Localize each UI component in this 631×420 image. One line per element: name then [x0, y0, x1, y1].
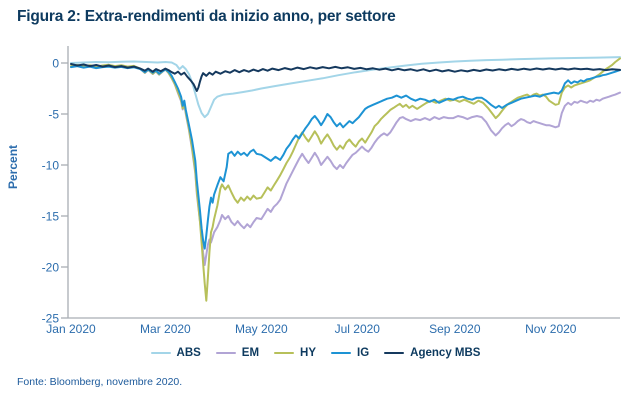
legend-swatch-agency-mbs — [384, 351, 405, 355]
series-line-abs — [70, 56, 621, 119]
legend-swatch-em — [215, 351, 236, 355]
y-tick-label: -5 — [48, 108, 59, 122]
legend-swatch-abs — [150, 351, 171, 355]
x-tick-label: Jan 2020 — [46, 322, 96, 336]
legend-label: IG — [357, 347, 370, 359]
series-line-ig — [70, 65, 621, 250]
series-line-hy — [70, 57, 621, 302]
legend-item-abs: ABS — [150, 347, 201, 359]
legend-item-agency-mbs: Agency MBS — [384, 347, 480, 359]
legend-item-em: EM — [215, 347, 260, 359]
legend-swatch-hy — [274, 351, 295, 355]
y-tick-label: -20 — [42, 261, 60, 275]
legend-swatch-ig — [331, 351, 352, 355]
legend-label: Agency MBS — [410, 347, 481, 359]
x-tick-label: Jul 2020 — [335, 322, 381, 336]
x-tick-label: May 2020 — [235, 322, 288, 336]
x-tick-label: Mar 2020 — [140, 322, 191, 336]
series-line-agency-mbs — [70, 63, 621, 92]
x-tick-label: Nov 2020 — [525, 322, 577, 336]
legend-item-ig: IG — [331, 347, 369, 359]
legend: ABS EM HY IG Agency MBS — [0, 347, 631, 359]
legend-label: HY — [300, 347, 317, 359]
legend-label: ABS — [176, 347, 201, 359]
y-tick-label: -15 — [42, 210, 60, 224]
y-tick-label: -10 — [42, 159, 60, 173]
legend-item-hy: HY — [274, 347, 316, 359]
x-tick-label: Sep 2020 — [429, 322, 481, 336]
legend-label: EM — [241, 347, 260, 359]
y-tick-label: -25 — [42, 312, 60, 326]
figure-title: Figura 2: Extra-rendimenti da inizio ann… — [17, 8, 396, 25]
y-tick-label: 0 — [52, 57, 59, 71]
source-note: Fonte: Bloomberg, novembre 2020. — [17, 376, 183, 388]
